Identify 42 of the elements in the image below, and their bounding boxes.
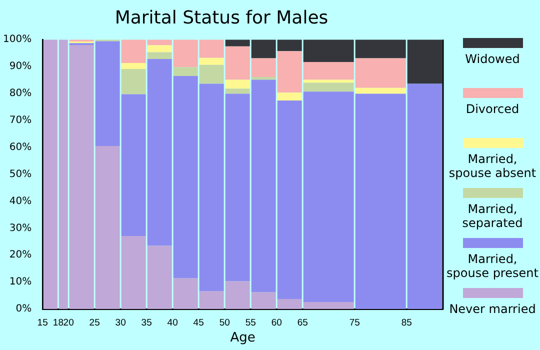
y-tick-label: 0%	[16, 304, 32, 315]
y-tick-label: 20%	[9, 250, 32, 261]
y-tick-label: 70%	[9, 115, 32, 126]
bar	[121, 63, 146, 69]
chart-title: Marital Status for Males	[114, 7, 328, 28]
legend-label: Widowed	[465, 52, 520, 66]
y-tick-label: 90%	[9, 61, 32, 72]
x-tick-label: 55	[245, 317, 256, 328]
x-tick-label: 20	[63, 317, 74, 328]
bar	[147, 52, 172, 59]
legend-label: Married, spouse absent	[448, 152, 538, 180]
legend-label: Never married	[449, 302, 536, 316]
x-tick-label: 50	[219, 317, 230, 328]
x-tick-label: 25	[89, 317, 100, 328]
legend-label: Married, spouse present	[446, 252, 540, 280]
y-tick-label: 10%	[9, 276, 32, 288]
y-tick-label: 50%	[9, 168, 32, 180]
y-tick-label: 40%	[9, 196, 32, 207]
x-tick-label: 85	[401, 317, 412, 328]
x-tick-label: 75	[349, 317, 360, 328]
bar	[199, 58, 224, 65]
x-tick-label: 40	[167, 317, 178, 328]
y-tick-label: 100%	[2, 34, 32, 46]
legend-label: Married, separated	[461, 202, 524, 230]
x-tick-label: 30	[115, 317, 126, 328]
bar	[277, 92, 302, 100]
y-tick-label: 80%	[9, 88, 32, 100]
x-tick-label: 35	[141, 317, 152, 328]
bar	[225, 80, 250, 89]
x-tick-label: 60	[271, 317, 282, 328]
legend-label: Divorced	[466, 102, 520, 116]
bar	[121, 68, 146, 94]
bar	[147, 45, 172, 52]
y-tick-label: 60%	[9, 142, 32, 153]
x-tick-label: 15	[37, 317, 48, 328]
x-tick-label: 18	[52, 317, 64, 328]
x-tick-label: 65	[297, 317, 308, 328]
bar	[251, 77, 276, 80]
y-tick-label: 30%	[9, 222, 32, 234]
bar	[225, 88, 250, 94]
x-tick-label: 45	[193, 317, 204, 328]
x-axis-title: Age	[230, 330, 256, 346]
